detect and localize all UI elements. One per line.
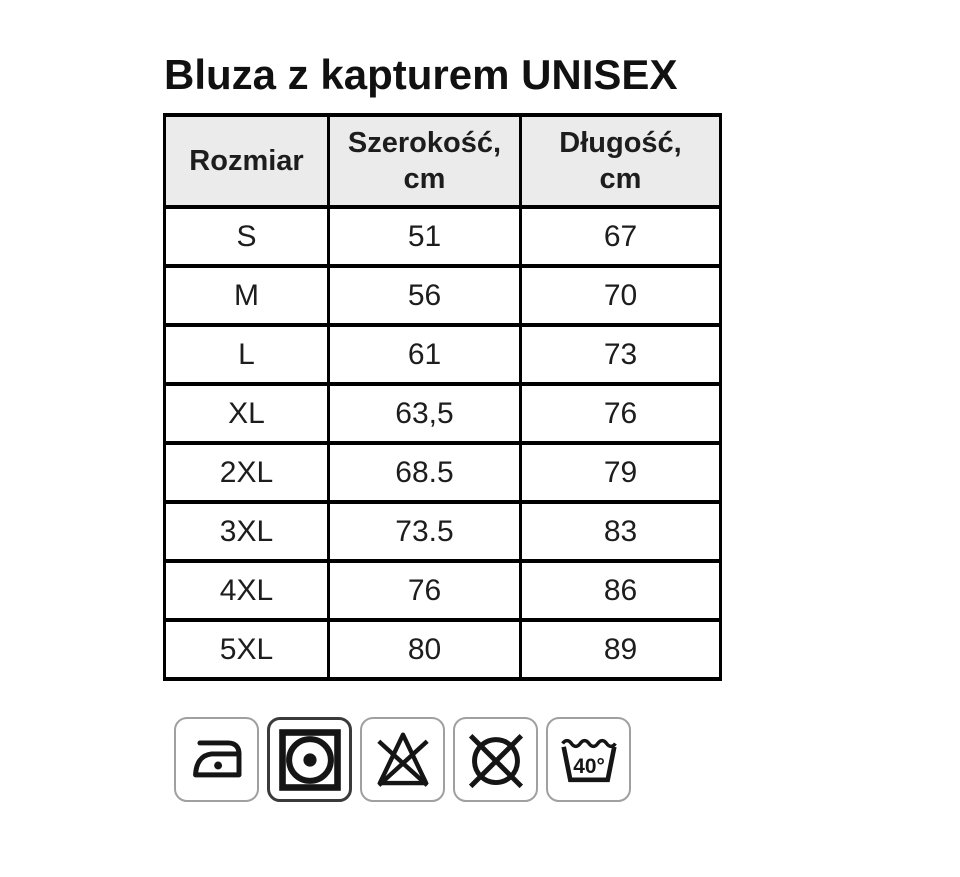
table-row: M 56 70 [163, 264, 722, 327]
size-cell: 4XL [163, 559, 330, 622]
wash-40-degrees-icon: 40° [546, 717, 631, 802]
width-cell: 61 [327, 323, 522, 386]
size-cell: S [163, 205, 330, 268]
table-row: 3XL 73.5 83 [163, 500, 722, 563]
width-cell: 80 [327, 618, 522, 681]
length-cell: 86 [519, 559, 722, 622]
length-cell: 79 [519, 441, 722, 504]
iron-low-heat-icon [174, 717, 259, 802]
table-row: 5XL 80 89 [163, 618, 722, 681]
width-cell: 68.5 [327, 441, 522, 504]
table-row: L 61 73 [163, 323, 722, 386]
width-cell: 73.5 [327, 500, 522, 563]
table-row: 4XL 76 86 [163, 559, 722, 622]
size-cell: XL [163, 382, 330, 445]
length-cell: 76 [519, 382, 722, 445]
width-cell: 76 [327, 559, 522, 622]
size-chart-table: Rozmiar Szerokość, cm Długość, cm S 51 6… [163, 113, 722, 681]
size-cell: 2XL [163, 441, 330, 504]
table-row: XL 63,5 76 [163, 382, 722, 445]
size-cell: 3XL [163, 500, 330, 563]
length-cell: 67 [519, 205, 722, 268]
do-not-bleach-icon [360, 717, 445, 802]
size-cell: 5XL [163, 618, 330, 681]
width-cell: 51 [327, 205, 522, 268]
col-header-length: Długość, cm [519, 113, 722, 209]
do-not-dry-clean-icon [453, 717, 538, 802]
care-icons-row: 40° [174, 717, 631, 802]
width-cell: 63,5 [327, 382, 522, 445]
col-header-size: Rozmiar [163, 113, 330, 209]
length-cell: 83 [519, 500, 722, 563]
length-cell: 89 [519, 618, 722, 681]
size-cell: M [163, 264, 330, 327]
width-cell: 56 [327, 264, 522, 327]
page-title: Bluza z kapturem UNISEX [164, 51, 678, 98]
header-row: Rozmiar Szerokość, cm Długość, cm [163, 113, 722, 209]
length-cell: 73 [519, 323, 722, 386]
length-cell: 70 [519, 264, 722, 327]
wash-temperature-label: 40° [573, 755, 605, 778]
size-cell: L [163, 323, 330, 386]
table-row: S 51 67 [163, 205, 722, 268]
tumble-dry-low-icon [267, 717, 352, 802]
col-header-width: Szerokość, cm [327, 113, 522, 209]
table-row: 2XL 68.5 79 [163, 441, 722, 504]
